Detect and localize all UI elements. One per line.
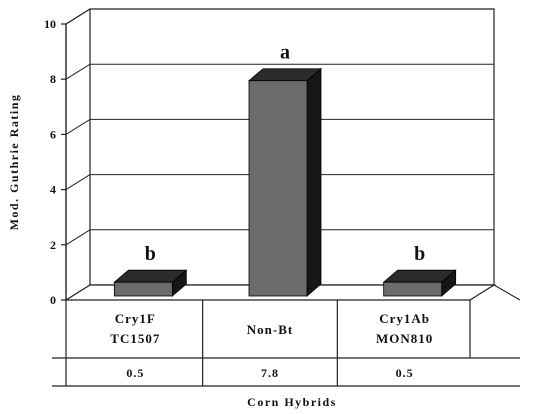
x-category-label: Cry1Ab (379, 311, 430, 326)
bar (383, 281, 443, 297)
y-tick-label: 4 (50, 183, 56, 197)
x-category-label: MON810 (376, 331, 433, 346)
gridline-depth (65, 174, 91, 191)
y-tick-label: 10 (44, 17, 56, 31)
gridline-depth (65, 63, 91, 80)
y-axis-title: Mod. Guthrie Rating (7, 94, 21, 231)
bar (248, 80, 308, 297)
bar-side (306, 67, 322, 297)
x-category-label: Cry1F (115, 311, 156, 326)
y-tick-label: 2 (50, 238, 56, 252)
x-category-label: TC1507 (110, 331, 160, 346)
significance-letter: b (145, 243, 156, 265)
y-tick-label: 6 (50, 127, 56, 141)
data-value-label: 7.8 (261, 366, 279, 380)
gridline-depth (65, 229, 91, 246)
y-tick-label: 0 (50, 293, 56, 307)
x-category-label: Non-Bt (247, 322, 293, 337)
x-axis-title: Corn Hybrids (247, 395, 337, 409)
significance-letter: a (280, 42, 290, 64)
significance-letter: b (414, 243, 425, 265)
floor-edge (493, 284, 521, 301)
y-tick-label: 8 (50, 72, 56, 86)
y-axis-depth (65, 8, 91, 25)
data-value-label: 0.5 (126, 366, 144, 380)
data-value-label: 0.5 (396, 366, 414, 380)
gridline-depth (65, 118, 91, 135)
bar (113, 281, 173, 297)
